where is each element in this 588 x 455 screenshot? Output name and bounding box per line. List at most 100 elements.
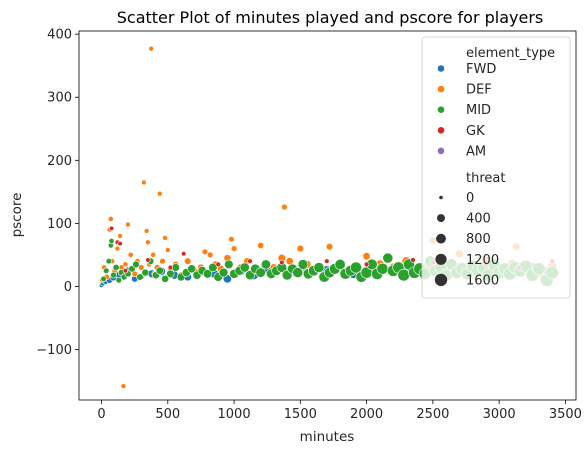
point-mid — [260, 259, 271, 270]
point-mid — [208, 262, 218, 273]
legend-label-am: AM — [466, 144, 486, 159]
point-def — [107, 216, 114, 222]
point-gk — [108, 225, 115, 231]
point-def — [201, 248, 209, 256]
point-def — [165, 247, 171, 253]
point-gk — [247, 258, 253, 264]
legend-marker-fwd — [437, 64, 445, 73]
point-def — [157, 190, 163, 197]
point-gk — [215, 261, 221, 268]
plot-frame — [78, 30, 577, 401]
x-tick-label: 3500 — [549, 407, 582, 422]
point-gk — [279, 259, 285, 266]
point-def — [143, 228, 150, 234]
point-def — [257, 242, 265, 249]
point-def — [150, 251, 157, 258]
point-mid — [239, 262, 250, 273]
x-tick-label: 3000 — [483, 407, 516, 422]
y-axis-label: pscore — [9, 193, 25, 238]
legend-hue-items: FWD DEF MID GK AM — [437, 62, 496, 159]
legend-size-marker — [434, 273, 448, 287]
point-def — [148, 45, 154, 52]
y-tick-label: 0 — [64, 280, 72, 295]
x-tick-label: 2500 — [416, 407, 449, 422]
legend-marker-mid — [437, 105, 445, 114]
point-gk — [122, 268, 129, 274]
point-def — [114, 245, 121, 252]
x-tick-label: 500 — [155, 407, 180, 422]
point-mid — [376, 262, 389, 275]
point-mid — [187, 264, 197, 274]
point-gk — [410, 257, 416, 263]
legend-size-marker — [435, 253, 447, 265]
point-mid — [397, 268, 410, 282]
point-mid — [202, 269, 213, 279]
point-gk — [181, 251, 187, 257]
legend-marker-def — [437, 85, 445, 93]
point-mid — [382, 252, 394, 264]
x-tick-label: 0 — [97, 407, 105, 422]
y-axis: −100 0 100 200 300 400 — [36, 28, 79, 358]
point-def — [184, 257, 192, 265]
point-mid — [112, 264, 120, 271]
point-def — [362, 252, 371, 261]
x-tick-label: 1000 — [218, 407, 251, 422]
x-axis: 0 500 1000 1500 2000 2500 3000 3500 — [97, 400, 582, 422]
legend-marker-am — [437, 146, 445, 155]
legend: element_type FWD DEF MID GK AM threat 0 400 80… — [421, 36, 571, 299]
point-def — [138, 264, 145, 271]
legend-size-label: 400 — [466, 212, 491, 227]
point-def — [127, 251, 134, 258]
y-tick-label: 400 — [47, 28, 72, 43]
point-mid — [105, 258, 112, 265]
legend-hue-title: element_type — [466, 46, 555, 61]
y-tick-label: −100 — [36, 343, 72, 358]
x-tick-label: 1500 — [284, 407, 317, 422]
point-def — [122, 261, 129, 268]
legend-marker-gk — [437, 126, 445, 135]
point-def — [120, 383, 127, 389]
y-tick-label: 300 — [47, 91, 72, 106]
point-mid — [292, 267, 304, 278]
point-def — [296, 244, 304, 253]
y-tick-label: 200 — [47, 154, 72, 169]
legend-size-label: 1200 — [466, 253, 499, 268]
point-def — [281, 203, 288, 211]
point-gk — [145, 257, 151, 263]
point-def — [325, 243, 334, 251]
point-mid — [155, 266, 164, 275]
point-mid — [100, 275, 107, 282]
point-mid — [313, 262, 325, 273]
point-mid — [115, 277, 123, 284]
point-gk — [324, 258, 330, 264]
point-def — [145, 239, 151, 246]
point-gk — [363, 261, 370, 268]
point-mid — [255, 267, 266, 278]
legend-size-title: threat — [466, 171, 505, 186]
point-mid — [136, 273, 144, 281]
point-def — [162, 235, 168, 241]
point-def — [141, 179, 147, 186]
legend-size-label: 1600 — [466, 273, 499, 288]
point-mid — [102, 267, 110, 274]
point-mid — [141, 268, 150, 277]
point-mid — [218, 267, 229, 278]
point-def — [230, 245, 238, 252]
legend-box — [421, 36, 571, 299]
legend-label-gk: GK — [466, 124, 485, 139]
point-mid — [132, 260, 140, 269]
point-mid — [108, 238, 115, 244]
point-gk — [117, 241, 123, 247]
legend-size-marker — [439, 195, 443, 200]
point-def — [117, 233, 123, 239]
point-def — [207, 251, 214, 259]
legend-size-label: 0 — [466, 191, 474, 206]
point-mid — [166, 269, 175, 278]
point-mid — [350, 261, 362, 274]
legend-label-def: DEF — [466, 83, 492, 98]
point-def — [159, 258, 166, 265]
legend-size-items: 0 400 800 1200 1600 — [434, 191, 499, 288]
legend-size-label: 800 — [466, 232, 491, 247]
point-mid — [334, 258, 346, 270]
point-mid — [224, 259, 234, 270]
